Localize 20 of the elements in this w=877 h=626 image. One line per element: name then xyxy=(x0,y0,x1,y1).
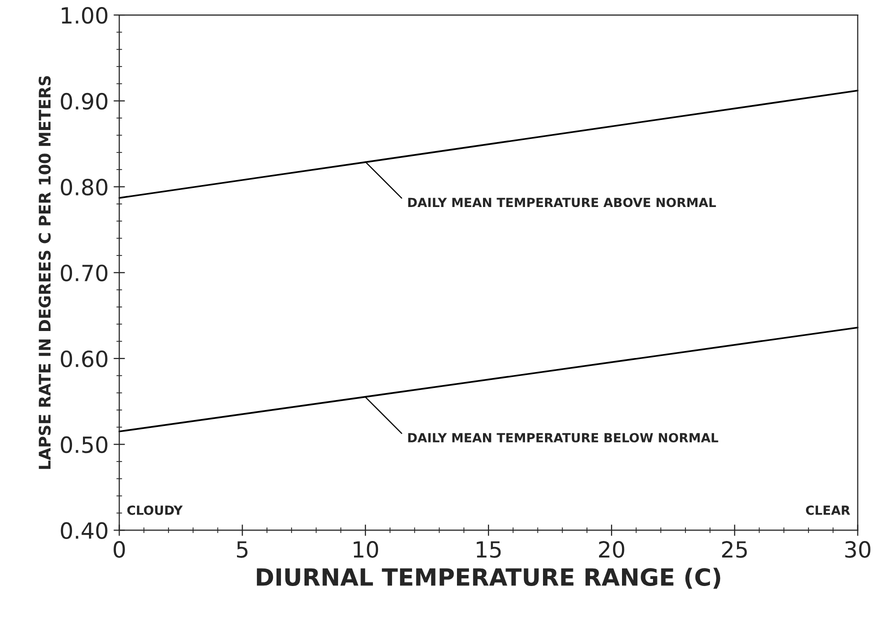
y-tick-label: 0.60 xyxy=(60,350,108,368)
y-axis-title: LAPSE RATE IN DEGREES C PER 100 METERS xyxy=(38,76,51,469)
annotation: DAILY MEAN TEMPERATURE BELOW NORMAL xyxy=(408,432,718,442)
y-tick-label: 0.70 xyxy=(60,264,108,282)
y-tick-label: 1.00 xyxy=(62,6,108,24)
annotation: DAILY MEAN TEMPERATURE ABOVE NORMAL xyxy=(408,198,716,208)
y-tick-label: 0.90 xyxy=(60,92,108,110)
x-tick-label: 20 xyxy=(599,541,624,558)
x-tick-label: 5 xyxy=(236,541,248,558)
x-tick-label: 10 xyxy=(354,541,378,558)
x-axis-title: DIURNAL TEMPERATURE RANGE (C) xyxy=(256,568,720,589)
annotation: CLEAR xyxy=(806,505,850,515)
y-tick-label: 0.50 xyxy=(60,436,108,454)
y-tick-label: 0.80 xyxy=(60,178,108,196)
x-tick-label: 30 xyxy=(845,541,870,558)
x-tick-label: 0 xyxy=(114,541,125,558)
x-tick-label: 15 xyxy=(476,541,501,558)
x-tick-label: 25 xyxy=(722,541,747,558)
annotation: CLOUDY xyxy=(127,505,183,515)
y-tick-label: 0.40 xyxy=(60,522,108,539)
